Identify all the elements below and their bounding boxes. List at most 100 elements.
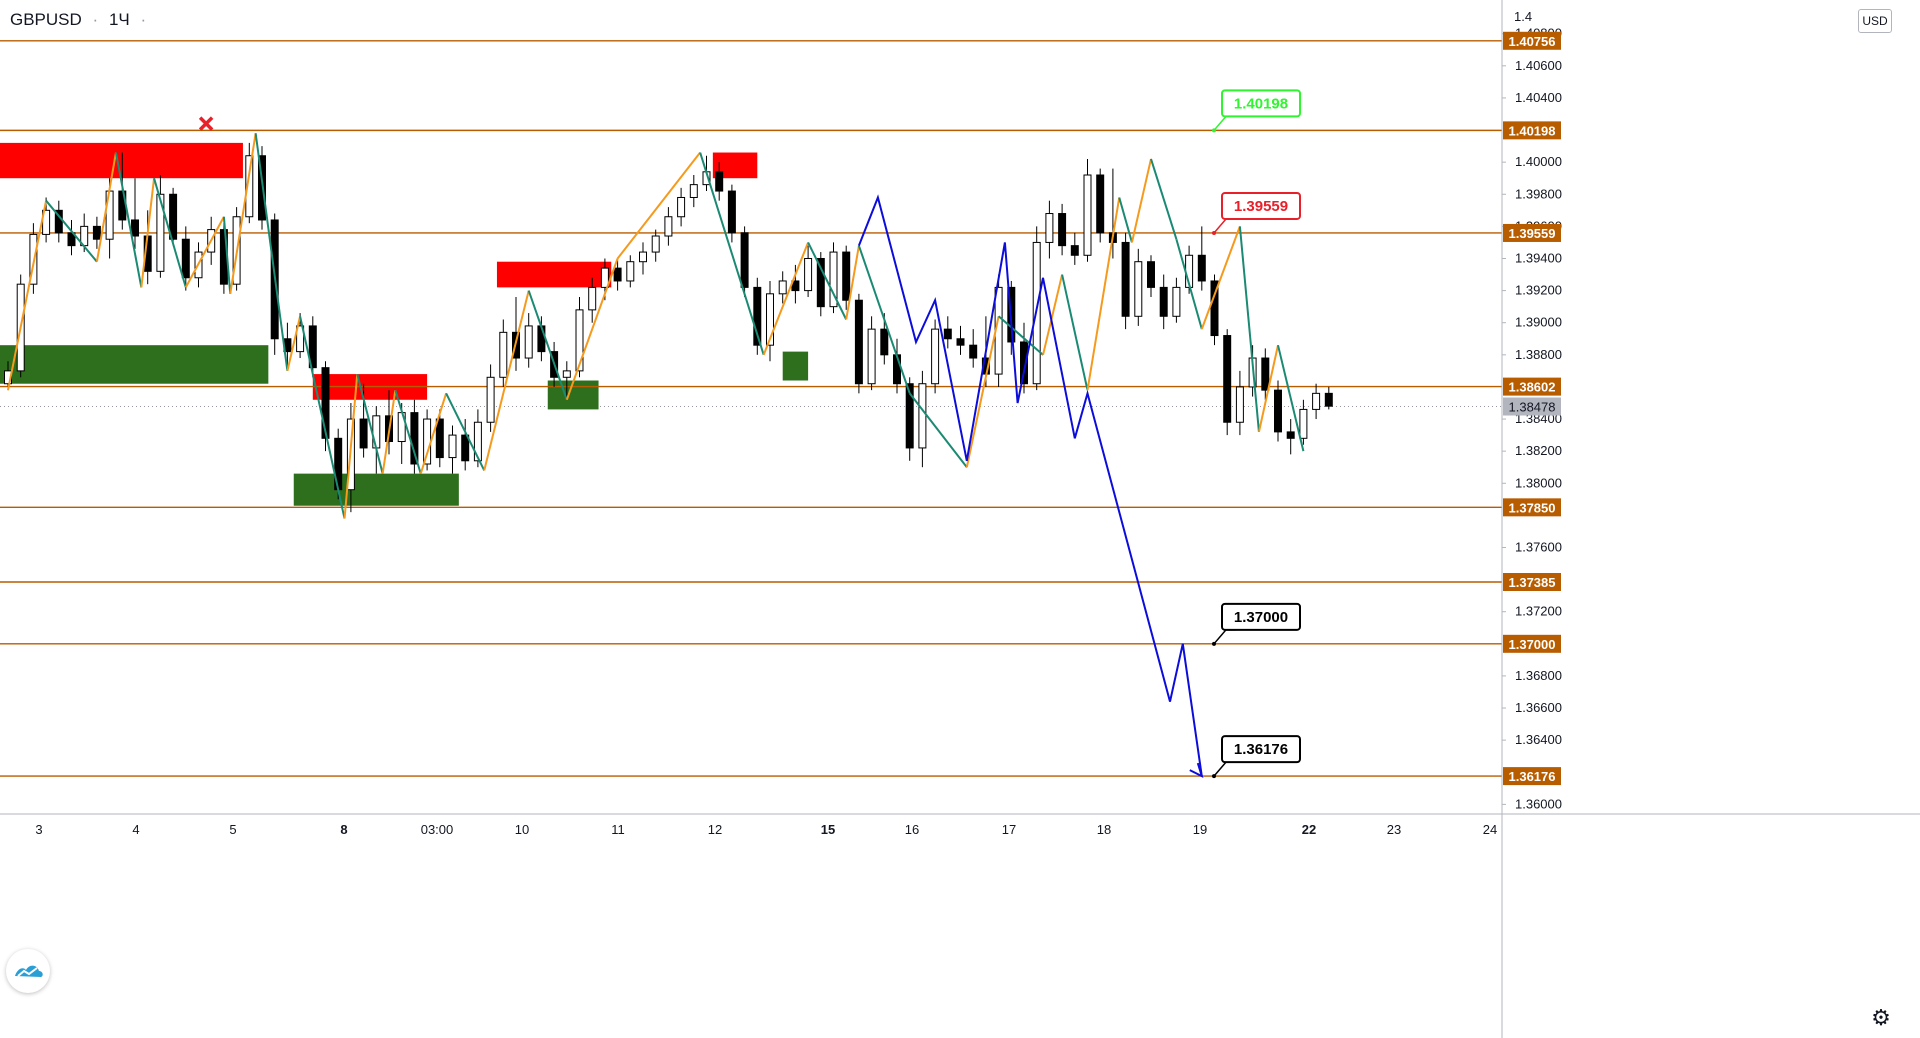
zigzag-segment <box>445 392 486 471</box>
demand-zone-5 <box>547 380 599 410</box>
candle-body <box>956 338 965 346</box>
level-price-label: 1.36176 <box>1509 769 1556 784</box>
time-tick-label: 5 <box>229 822 236 837</box>
zigzag-segment <box>184 216 225 288</box>
zigzag-segment <box>699 152 765 356</box>
candle-body <box>626 261 635 282</box>
callout-box <box>1221 191 1301 220</box>
currency-button[interactable]: USD <box>1858 9 1892 33</box>
price-tick-label: 1.37200 <box>1515 604 1562 619</box>
candle-body <box>321 367 330 439</box>
callout-target[interactable]: 1.36176 <box>1212 735 1301 779</box>
symbol-name[interactable]: GBPUSD <box>10 10 82 29</box>
candle-body <box>1261 357 1270 391</box>
price-tick-label: 1.36600 <box>1515 700 1562 715</box>
price-tick-label: 1.37600 <box>1515 539 1562 554</box>
price-tick-label: 1.39800 <box>1515 186 1562 201</box>
zigzag-segment <box>343 373 359 519</box>
level-price-badge[interactable] <box>1503 634 1561 653</box>
time-axis-background <box>0 814 1920 1038</box>
callout-target[interactable]: 1.37000 <box>1212 602 1301 646</box>
zigzag-segment <box>229 133 257 294</box>
zigzag-segment <box>356 373 384 474</box>
candle-body <box>1223 335 1232 423</box>
level-price-label: 1.37850 <box>1509 500 1556 515</box>
candle-body <box>1312 392 1321 410</box>
candle-body <box>245 155 254 218</box>
candle-body <box>131 219 139 237</box>
zigzag-segment <box>1257 344 1279 433</box>
header-separator-2: · <box>140 10 147 29</box>
settings-gear-icon[interactable]: ⚙ <box>1871 1005 1891 1030</box>
candle-body <box>1299 408 1308 439</box>
candle-body <box>423 418 432 465</box>
level-price-badge[interactable] <box>1503 767 1561 786</box>
callout-box <box>1221 89 1301 118</box>
zigzag-segment <box>527 290 568 401</box>
time-tick-label: 19 <box>1193 822 1207 837</box>
price-tick-label: 1.39000 <box>1515 315 1562 330</box>
zigzag-indicator <box>7 133 1305 519</box>
candle-body <box>524 325 533 359</box>
candle-body <box>461 434 470 462</box>
candle-body <box>1070 245 1079 256</box>
candle-body <box>677 196 686 218</box>
candle-body <box>639 251 647 263</box>
candle-body <box>664 216 673 237</box>
callout-stop[interactable]: 1.39559 <box>1212 191 1301 235</box>
candle-body <box>1210 280 1219 337</box>
candle-body <box>905 383 914 449</box>
demand-zone-1 <box>0 345 269 384</box>
candle-body <box>1324 392 1333 407</box>
candle-body <box>169 193 178 240</box>
tradingview-logo-icon[interactable] <box>6 949 50 993</box>
demand-zone-7 <box>782 351 809 381</box>
candle-body <box>867 328 876 385</box>
candle-body <box>181 238 190 279</box>
level-price-badge[interactable] <box>1503 31 1561 50</box>
level-price-badge[interactable] <box>1503 498 1561 517</box>
zigzag-segment <box>394 389 422 474</box>
candle-body <box>410 412 419 465</box>
zigzag-segment <box>299 316 346 519</box>
level-price-badge[interactable] <box>1503 121 1561 140</box>
zones <box>0 142 809 506</box>
callout-take-profit[interactable]: 1.40198 <box>1212 89 1301 133</box>
zigzag-segment <box>807 241 848 320</box>
candle-body <box>931 328 940 385</box>
symbol-header[interactable]: GBPUSD · 1Ч · <box>10 10 152 30</box>
callout-price-label: 1.37000 <box>1234 609 1288 626</box>
zigzag-segment <box>381 389 397 474</box>
level-price-label: 1.40198 <box>1509 123 1556 138</box>
zigzag-segment <box>565 258 619 401</box>
time-tick-label: 8 <box>340 822 347 837</box>
forecast-polyline[interactable] <box>857 194 1203 777</box>
horizontal-levels[interactable] <box>0 40 1502 777</box>
price-tick-label: 1.40600 <box>1515 58 1562 73</box>
candle-body <box>727 190 736 234</box>
candle-body <box>1147 261 1155 288</box>
candle-body <box>804 257 813 292</box>
price-callouts[interactable]: 1.40198 1.39559 1.37000 1.36176 <box>198 89 1301 779</box>
zigzag-segment <box>95 152 117 262</box>
price-tick-label: 1.36400 <box>1515 732 1562 747</box>
price-tick-label: 1.40400 <box>1515 90 1562 105</box>
time-tick-label: 3 <box>35 822 42 837</box>
price-tick-label: 1.38000 <box>1515 475 1562 490</box>
candle-body <box>1121 241 1130 317</box>
forecast-arrowhead <box>1189 762 1204 779</box>
level-price-badge[interactable] <box>1503 377 1561 396</box>
zigzag-segment <box>1200 226 1241 330</box>
close-icon[interactable] <box>198 116 214 131</box>
zigzag-segment <box>1042 274 1064 356</box>
zigzag-segment <box>1175 238 1203 330</box>
candle-body <box>753 286 762 346</box>
interval-label[interactable]: 1Ч <box>108 10 130 29</box>
zigzag-segment <box>114 152 143 288</box>
candle-body <box>67 232 76 247</box>
forecast-path[interactable] <box>857 194 1204 779</box>
level-price-badge[interactable] <box>1503 573 1561 592</box>
level-price-badge[interactable] <box>1503 223 1561 242</box>
